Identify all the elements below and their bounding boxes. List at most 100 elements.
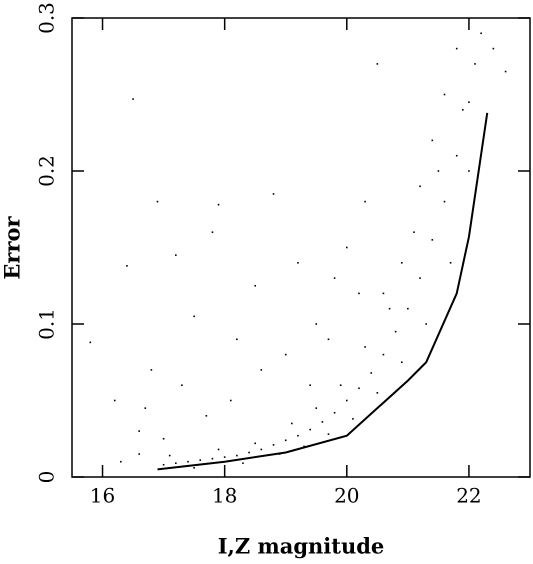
point: [291, 422, 293, 425]
point: [175, 254, 177, 256]
point: [443, 93, 446, 96]
point: [120, 460, 122, 463]
point: [504, 70, 507, 73]
point: [297, 262, 299, 264]
point: [382, 292, 385, 295]
point: [480, 32, 482, 35]
point: [419, 277, 421, 279]
point: [162, 437, 165, 440]
point: [339, 384, 342, 386]
point: [162, 463, 165, 466]
point: [364, 346, 366, 348]
point: [455, 47, 458, 50]
point: [199, 459, 202, 461]
point: [382, 353, 385, 356]
point: [400, 361, 403, 364]
point: [376, 392, 379, 394]
point: [113, 399, 116, 402]
point: [181, 384, 183, 386]
point: [260, 448, 263, 451]
point: [358, 387, 360, 390]
point: [260, 369, 263, 371]
point: [468, 101, 470, 103]
point: [193, 467, 195, 469]
point: [309, 428, 311, 431]
point: [254, 284, 256, 287]
point: [272, 193, 275, 195]
point: [370, 372, 373, 374]
point: [394, 330, 397, 333]
y-tick-label: 0.2: [35, 155, 59, 187]
point: [333, 411, 336, 414]
point: [144, 407, 147, 409]
point: [364, 200, 366, 203]
point: [223, 456, 226, 458]
point: [303, 445, 305, 448]
point: [126, 265, 128, 267]
point: [376, 63, 379, 65]
point: [205, 415, 208, 417]
point: [455, 154, 458, 157]
point: [236, 454, 238, 457]
point: [297, 434, 299, 437]
point: [425, 323, 427, 325]
point: [315, 407, 318, 409]
x-tick-label: 22: [456, 484, 481, 508]
point: [138, 453, 140, 455]
point: [89, 341, 92, 344]
point: [437, 170, 440, 172]
point: [413, 231, 415, 233]
point: [431, 139, 434, 142]
point: [150, 369, 153, 371]
point: [272, 444, 275, 446]
point: [156, 200, 159, 203]
point: [248, 451, 250, 454]
point: [187, 460, 189, 463]
point: [229, 399, 232, 402]
point: [352, 418, 354, 420]
point: [327, 433, 330, 435]
point: [193, 315, 195, 318]
point: [449, 262, 452, 264]
point: [346, 399, 348, 402]
point: [284, 353, 287, 356]
x-axis-label: I,Z magnitude: [218, 534, 385, 559]
point: [443, 200, 446, 203]
plot-frame: [71, 17, 531, 478]
y-tick-label: 0: [35, 471, 59, 484]
point: [407, 307, 409, 310]
point: [211, 231, 214, 233]
point: [138, 430, 140, 432]
point: [211, 457, 214, 460]
point: [327, 338, 330, 341]
point: [242, 462, 244, 465]
point: [358, 292, 360, 295]
point: [217, 448, 220, 451]
point: [468, 170, 470, 172]
point: [388, 307, 391, 310]
point: [346, 246, 348, 249]
point: [315, 323, 318, 325]
y-tick-label: 0.1: [35, 308, 59, 340]
point: [175, 462, 177, 465]
point: [217, 203, 220, 206]
point: [309, 384, 311, 386]
point: [492, 47, 495, 50]
point: [419, 185, 421, 188]
point: [168, 454, 171, 457]
point: [462, 109, 464, 111]
x-tick-label: 16: [90, 484, 115, 508]
point: [321, 421, 324, 423]
y-tick-label: 0.3: [35, 2, 59, 34]
point: [431, 239, 434, 241]
point: [132, 98, 134, 100]
point: [400, 262, 403, 264]
point: [474, 63, 476, 65]
y-axis-label: Error: [0, 215, 25, 279]
limit-line: [157, 112, 489, 471]
point: [333, 277, 336, 279]
x-tick-label: 20: [334, 484, 359, 508]
point: [236, 338, 238, 341]
